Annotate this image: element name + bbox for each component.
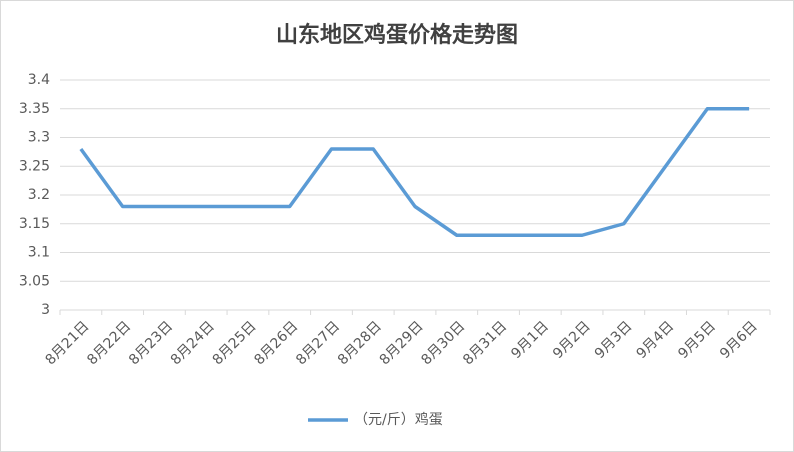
y-tick-label: 3.25: [19, 158, 50, 174]
y-tick-label: 3.05: [19, 273, 50, 289]
y-tick-label: 3.3: [28, 130, 50, 146]
y-tick-label: 3.2: [28, 187, 50, 203]
y-tick-label: 3: [41, 302, 50, 318]
y-tick-label: 3.1: [28, 245, 50, 261]
y-tick-label: 3.4: [28, 72, 50, 88]
legend-label: （元/斤）鸡蛋: [354, 411, 443, 428]
series-line: [79, 107, 750, 237]
chart-title: 山东地区鸡蛋价格走势图: [276, 22, 518, 48]
y-tick-label: 3.15: [19, 216, 50, 232]
y-tick-label: 3.35: [19, 101, 50, 117]
